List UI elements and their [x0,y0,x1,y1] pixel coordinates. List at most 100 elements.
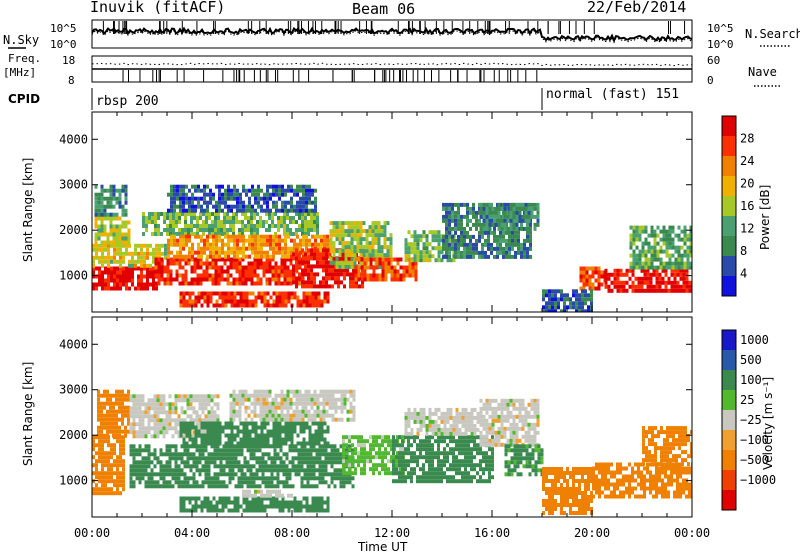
heatmap-cell [641,229,645,234]
heatmap-cell [320,433,324,438]
heatmap-cell [254,208,257,213]
heatmap-cell [97,405,100,410]
heatmap-cell [320,242,323,247]
heatmap-cell [254,242,257,247]
heatmap-cell [252,456,256,461]
heatmap-cell [113,479,116,484]
heatmap-cell [256,389,260,394]
heatmap-cell [271,277,275,282]
heatmap-cell [650,245,654,250]
heatmap-cell [292,276,295,281]
heatmap-cell [328,405,332,410]
heatmap-cell [295,264,298,269]
heatmap-cell [338,237,342,242]
heatmap-cell [195,414,199,419]
heatmap-cell [241,389,245,394]
heatmap-cell [283,224,286,228]
heatmap-cell [245,204,248,209]
heatmap-cell [578,293,581,298]
heatmap-cell [248,204,251,209]
heatmap-cell [182,208,185,213]
heatmap-cell [226,257,230,262]
heatmap-cell [329,241,333,246]
heatmap-cell [254,188,257,193]
heatmap-cell [331,417,335,422]
heatmap-cell [363,269,367,274]
heatmap-cell [206,299,210,304]
heatmap-cell [359,241,363,246]
heatmap-cell [239,295,243,300]
heatmap-cell [325,413,329,418]
colorbar-segment [722,196,736,216]
heatmap-cell [454,250,457,255]
heatmap-cell [600,274,604,279]
heatmap-cell [188,429,192,434]
heatmap-cell [445,238,448,243]
heatmap-cell [582,278,586,283]
heatmap-cell [334,397,338,402]
heatmap-cell [683,253,687,258]
heatmap-cell [512,218,516,223]
heatmap-cell [176,188,179,193]
heatmap-cell [284,234,287,239]
heatmap-cell [347,249,351,254]
heatmap-cell [266,441,270,446]
heatmap-cell [278,303,282,308]
heatmap-cell [135,410,139,415]
heatmap-cell [325,260,328,265]
heatmap-cell [185,238,188,243]
heatmap-cell [229,405,233,410]
heatmap-cell [158,243,161,248]
heatmap-cell [100,200,104,205]
heatmap-cell [283,269,287,274]
heatmap-cell [314,200,317,205]
heatmap-cell [258,476,262,481]
heatmap-cell [215,208,218,213]
heatmap-cell [352,280,355,285]
heatmap-cell [125,286,128,291]
heatmap-cell [259,265,263,270]
heatmap-cell [261,460,265,465]
heatmap-cell [240,472,244,477]
heatmap-cell [101,467,104,472]
heatmap-cell [147,448,151,453]
heatmap-cell [228,468,232,473]
heatmap-cell [307,276,310,281]
heatmap-cell [266,184,269,189]
heatmap-cell [393,273,397,278]
heatmap-cell [384,277,388,282]
heatmap-cell [94,200,98,205]
heatmap-cell [218,184,221,189]
heatmap-cell [487,238,490,243]
heatmap-cell [279,480,283,485]
heatmap-cell [310,216,313,220]
heatmap-cell [656,249,660,254]
heatmap-cell [147,460,151,465]
heatmap-cell [124,200,128,205]
heatmap-cell [218,441,222,446]
heatmap-cell [230,234,233,239]
heatmap-cell [204,402,208,407]
heatmap-cell [119,451,122,456]
heatmap-cell [129,430,133,435]
heatmap-cell [132,402,136,407]
heatmap-cell [551,305,554,310]
heatmap-cell [289,273,293,278]
heatmap-cell [221,429,225,434]
heatmap-cell [312,476,316,481]
heatmap-cell [267,464,271,469]
heatmap-cell [243,444,247,449]
y-tick-label: 1000 [59,269,88,283]
heatmap-cell [335,261,339,266]
heatmap-cell [448,202,451,207]
heatmap-cell [560,297,563,302]
heatmap-cell [101,243,104,248]
heatmap-cell [353,253,357,258]
heatmap-cell [286,401,290,406]
heatmap-cell [107,255,110,260]
heatmap-cell [282,484,286,489]
heatmap-cell [308,429,312,434]
heatmap-cell [502,234,505,239]
heatmap-cell [192,394,196,399]
heatmap-cell [616,268,620,273]
